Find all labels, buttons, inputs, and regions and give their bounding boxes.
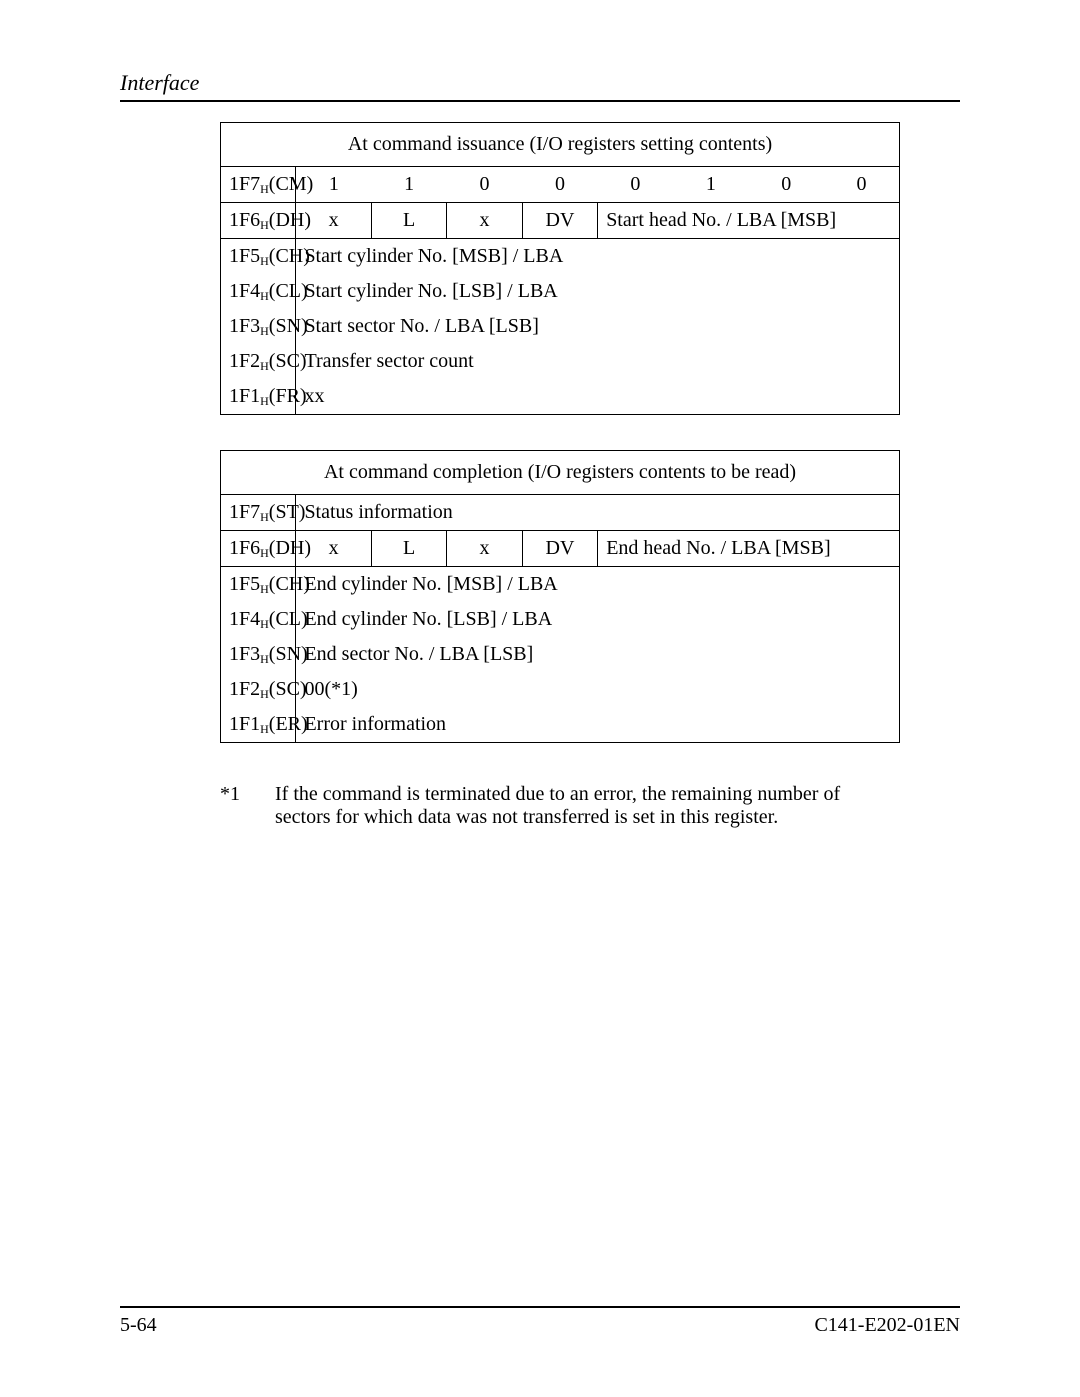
footnote: *1 If the command is terminated due to a… (220, 783, 900, 829)
reg-label-ch: 1F5H(CH) (221, 239, 296, 275)
cm-bit1: 0 (749, 167, 824, 203)
reg-label-sn: 1F3H(SN) (221, 309, 296, 344)
dh2-b5: x (447, 531, 522, 567)
table1-title: At command issuance (I/O registers setti… (221, 123, 900, 167)
page-header: Interface (120, 70, 960, 102)
row-st: 1F7H(ST) Status information (221, 495, 900, 531)
ch-value: Start cylinder No. [MSB] / LBA (296, 239, 900, 275)
row-sn2: 1F3H(SN) End sector No. / LBA [LSB] (221, 637, 900, 672)
dh-b6: L (371, 203, 446, 239)
page-number: 5-64 (120, 1314, 157, 1337)
reg-label-dh2: 1F6H(DH) (221, 531, 296, 567)
row-cm: 1F7H(CM) 1 1 0 0 0 1 0 0 (221, 167, 900, 203)
table-title-row: At command issuance (I/O registers setti… (221, 123, 900, 167)
cl2-value: End cylinder No. [LSB] / LBA (296, 602, 900, 637)
reg-label-dh: 1F6H(DH) (221, 203, 296, 239)
row-ch: 1F5H(CH) Start cylinder No. [MSB] / LBA (221, 239, 900, 275)
row-dh: 1F6H(DH) x L x DV Start head No. / LBA [… (221, 203, 900, 239)
sn2-value: End sector No. / LBA [LSB] (296, 637, 900, 672)
reg-label-cl: 1F4H(CL) (221, 274, 296, 309)
reg-label-sc2: 1F2H(SC) (221, 672, 296, 707)
cm-bit4: 0 (522, 167, 597, 203)
dh-b5: x (447, 203, 522, 239)
cm-bit5: 0 (447, 167, 522, 203)
dh2-b6: L (371, 531, 446, 567)
cm-bit0: 0 (824, 167, 900, 203)
dh-b4: DV (522, 203, 597, 239)
page: Interface At command issuance (I/O regis… (0, 0, 1080, 1397)
row-sn: 1F3H(SN) Start sector No. / LBA [LSB] (221, 309, 900, 344)
reg-label-ch2: 1F5H(CH) (221, 567, 296, 603)
reg-label-fr: 1F1H(FR) (221, 379, 296, 415)
row-cl: 1F4H(CL) Start cylinder No. [LSB] / LBA (221, 274, 900, 309)
row-cl2: 1F4H(CL) End cylinder No. [LSB] / LBA (221, 602, 900, 637)
dh-b3-0: Start head No. / LBA [MSB] (598, 203, 900, 239)
row-er: 1F1H(ER) Error information (221, 707, 900, 743)
reg-label-cl2: 1F4H(CL) (221, 602, 296, 637)
reg-label-cm: 1F7H(CM) (221, 167, 296, 203)
issuance-table: At command issuance (I/O registers setti… (220, 122, 900, 415)
completion-table: At command completion (I/O registers con… (220, 450, 900, 743)
table-title-row: At command completion (I/O registers con… (221, 451, 900, 495)
row-dh2: 1F6H(DH) x L x DV End head No. / LBA [MS… (221, 531, 900, 567)
cm-bit3: 0 (598, 167, 673, 203)
fr-value: xx (296, 379, 900, 415)
row-sc2: 1F2H(SC) 00(*1) (221, 672, 900, 707)
table2-title: At command completion (I/O registers con… (221, 451, 900, 495)
row-fr: 1F1H(FR) xx (221, 379, 900, 415)
section-title: Interface (120, 70, 199, 95)
reg-label-er: 1F1H(ER) (221, 707, 296, 743)
doc-id: C141-E202-01EN (814, 1314, 960, 1337)
row-ch2: 1F5H(CH) End cylinder No. [MSB] / LBA (221, 567, 900, 603)
reg-label-sc: 1F2H(SC) (221, 344, 296, 379)
reg-label-sn2: 1F3H(SN) (221, 637, 296, 672)
row-sc: 1F2H(SC) Transfer sector count (221, 344, 900, 379)
dh2-b4: DV (522, 531, 597, 567)
page-footer: 5-64 C141-E202-01EN (120, 1306, 960, 1337)
reg-label-st: 1F7H(ST) (221, 495, 296, 531)
sc-value: Transfer sector count (296, 344, 900, 379)
cl-value: Start cylinder No. [LSB] / LBA (296, 274, 900, 309)
dh2-b3-0: End head No. / LBA [MSB] (598, 531, 900, 567)
footnote-text: If the command is terminated due to an e… (275, 783, 900, 829)
er-value: Error information (296, 707, 900, 743)
ch2-value: End cylinder No. [MSB] / LBA (296, 567, 900, 603)
cm-bit2: 1 (673, 167, 748, 203)
sc2-value: 00(*1) (296, 672, 900, 707)
st-value: Status information (296, 495, 900, 531)
cm-bit6: 1 (371, 167, 446, 203)
sn-value: Start sector No. / LBA [LSB] (296, 309, 900, 344)
footnote-marker: *1 (220, 783, 275, 829)
tables-area: At command issuance (I/O registers setti… (220, 122, 900, 743)
